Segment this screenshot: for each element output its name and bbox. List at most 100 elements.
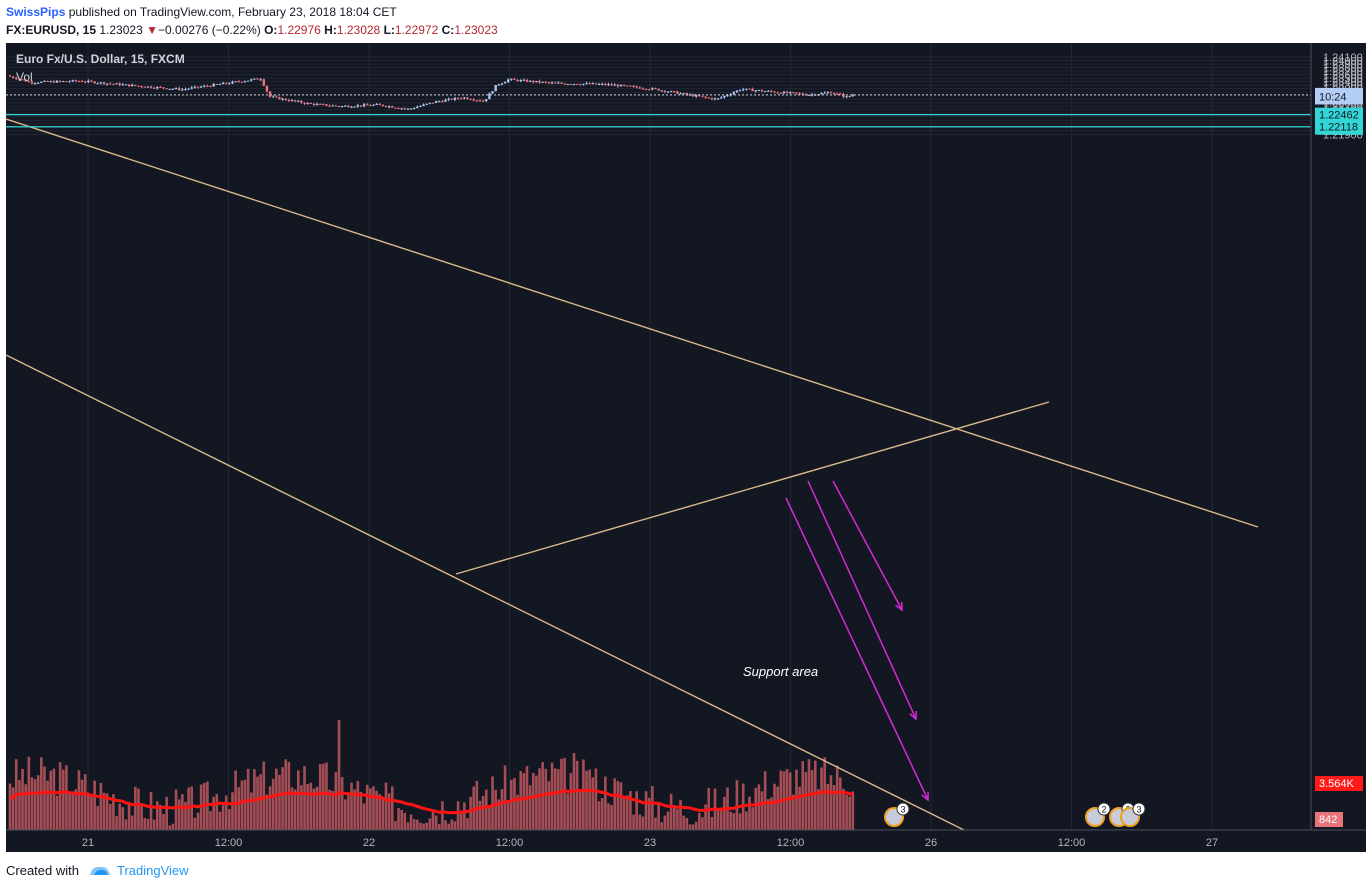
author-link[interactable]: SwissPips — [6, 5, 66, 19]
candle-body — [604, 83, 607, 85]
candle-body — [102, 82, 106, 85]
candle-body — [347, 105, 350, 107]
volume-bar — [813, 760, 817, 830]
candle-body — [131, 84, 134, 87]
candle-body — [616, 84, 620, 87]
candle-body — [513, 78, 516, 80]
footer: Created with TradingView — [0, 852, 1372, 888]
volume-bar — [450, 819, 454, 830]
candle-body — [507, 79, 510, 82]
chart-pane[interactable]: 1.24100 1.24000 1.23900 1.23800 1.23700 1.236… — [6, 43, 1366, 852]
candle-body — [651, 88, 654, 90]
volume-bar — [61, 769, 65, 830]
time-tick-label: 12:00 — [215, 837, 243, 849]
volume-bar — [510, 779, 513, 830]
candle-body — [732, 92, 735, 95]
candle-body — [488, 93, 491, 100]
candle-body — [829, 92, 833, 94]
candle-body — [55, 80, 59, 83]
volume-bar — [500, 789, 504, 830]
volume-bar — [469, 796, 472, 830]
volume-bar — [278, 774, 281, 830]
volume-bar — [635, 791, 638, 830]
candle-body — [673, 91, 676, 93]
volume-indicator-label: Vol — [16, 70, 33, 84]
candle-body — [90, 80, 93, 82]
vol-ma-tag-bg — [1315, 776, 1363, 791]
candle-body — [121, 84, 124, 86]
candle-body — [554, 82, 557, 84]
volume-bar — [394, 821, 397, 830]
volume-bar — [218, 811, 222, 830]
candle-body — [541, 81, 544, 83]
candle-body — [748, 88, 751, 90]
candle-body — [284, 98, 287, 101]
candle-body — [127, 84, 131, 87]
candle-body — [591, 83, 594, 85]
volume-bar — [660, 822, 664, 830]
candle-body — [701, 96, 704, 98]
volume-bar — [365, 784, 369, 830]
candle-body — [453, 97, 457, 100]
candle-body — [71, 80, 74, 82]
candle-body — [441, 101, 444, 103]
volume-bar — [503, 765, 507, 830]
volume-bar — [682, 815, 685, 830]
candle-body — [566, 84, 569, 86]
last-price: 1.23023 — [99, 23, 143, 37]
volume-bar — [249, 792, 253, 830]
volume-bar — [607, 803, 610, 830]
published-text: published on TradingView.com, February 2… — [68, 5, 397, 19]
volume-bar — [372, 786, 375, 830]
volume-bar — [240, 780, 244, 830]
candle-body — [237, 81, 240, 83]
candle-body — [234, 81, 237, 83]
candle-body — [663, 90, 667, 92]
volume-bar — [751, 807, 754, 830]
volume-bar — [259, 774, 262, 830]
candle-body — [500, 83, 504, 85]
candle-body — [575, 83, 579, 85]
candle-body — [243, 81, 247, 83]
volume-bar — [309, 782, 313, 830]
candle-body — [391, 106, 394, 108]
candle-body — [648, 89, 651, 91]
volume-bar — [115, 816, 118, 830]
candle-body — [49, 81, 52, 83]
volume-bar — [428, 818, 432, 830]
volume-bar — [177, 799, 181, 830]
tradingview-link[interactable]: TradingView — [117, 863, 189, 878]
volume-bar — [171, 823, 175, 830]
candle-body — [87, 80, 90, 82]
volume-bar — [566, 793, 570, 830]
candle-body — [115, 83, 118, 85]
candle-body — [334, 105, 338, 107]
quote-line: FX:EURUSD, 15 1.23023 ▼−0.00276 (−0.22%)… — [6, 23, 498, 37]
volume-bar — [347, 795, 350, 830]
volume-bar — [669, 793, 673, 830]
candle-body — [823, 92, 826, 94]
candle-body — [350, 106, 353, 108]
candle-body — [105, 83, 109, 85]
lower-trendline — [6, 354, 965, 831]
volume-bar — [528, 785, 532, 830]
event-count-badge — [1132, 802, 1146, 816]
candle-body — [293, 100, 297, 102]
volume-bar — [629, 791, 632, 830]
volume-bar — [108, 804, 112, 830]
volume-bar — [663, 815, 667, 830]
candle-body — [416, 106, 419, 109]
volume-bar — [685, 817, 689, 830]
volume-bar — [745, 811, 748, 830]
candle-body — [18, 79, 21, 81]
volume-bar — [159, 804, 162, 830]
candle-body — [613, 84, 616, 86]
candle-body — [356, 105, 359, 107]
candle-body — [795, 92, 798, 94]
candle-body — [275, 96, 278, 98]
candle-body — [475, 100, 479, 102]
candle-body — [109, 83, 112, 85]
volume-bar — [315, 786, 319, 830]
candle-body — [372, 104, 375, 106]
chart-svg[interactable]: 1.241001.240001.239001.238001.237001.236… — [6, 43, 1366, 852]
